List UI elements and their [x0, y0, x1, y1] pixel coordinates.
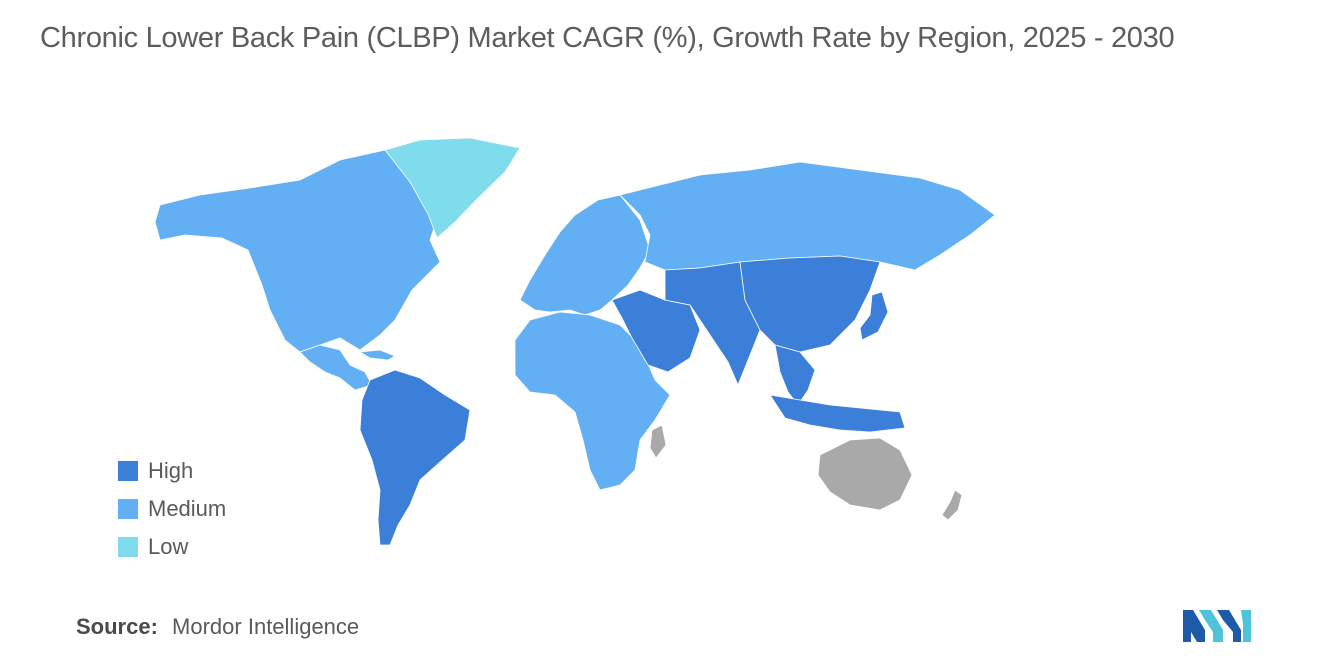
region-australia: [817, 437, 913, 511]
region-new-zealand: [941, 489, 963, 521]
region-indonesia: [769, 394, 906, 433]
region-europe: [519, 194, 651, 316]
legend-label-high: High: [148, 458, 194, 483]
region-greenland: [384, 137, 521, 239]
region-southeast-asia: [774, 344, 816, 406]
region-russia: [619, 161, 996, 271]
logo-icon: [1183, 610, 1251, 642]
legend-item-medium: Medium: [118, 490, 226, 528]
region-caribbean: [358, 349, 396, 361]
legend-label-low: Low: [148, 534, 189, 559]
region-middle-east: [611, 289, 701, 373]
source-value: Mordor Intelligence: [172, 614, 360, 639]
region-japan: [859, 291, 889, 341]
region-china: [739, 255, 881, 353]
mordor-intelligence-logo: [1183, 604, 1251, 642]
region-north-america: [154, 149, 441, 353]
legend-item-high: High: [118, 452, 226, 490]
region-south-america: [359, 369, 471, 546]
legend-swatch-high: [118, 461, 138, 481]
legend-swatch-low: [118, 537, 138, 557]
region-africa: [514, 311, 671, 491]
legend-item-low: Low: [118, 528, 226, 566]
source-label: Source:: [76, 614, 158, 639]
legend-label-medium: Medium: [148, 496, 227, 521]
legend: High Medium Low: [118, 452, 226, 566]
legend-swatch-medium: [118, 499, 138, 519]
source-line: Source: Mordor Intelligence: [76, 614, 359, 640]
chart-title: Chronic Lower Back Pain (CLBP) Market CA…: [40, 22, 1175, 54]
region-madagascar: [649, 424, 667, 459]
